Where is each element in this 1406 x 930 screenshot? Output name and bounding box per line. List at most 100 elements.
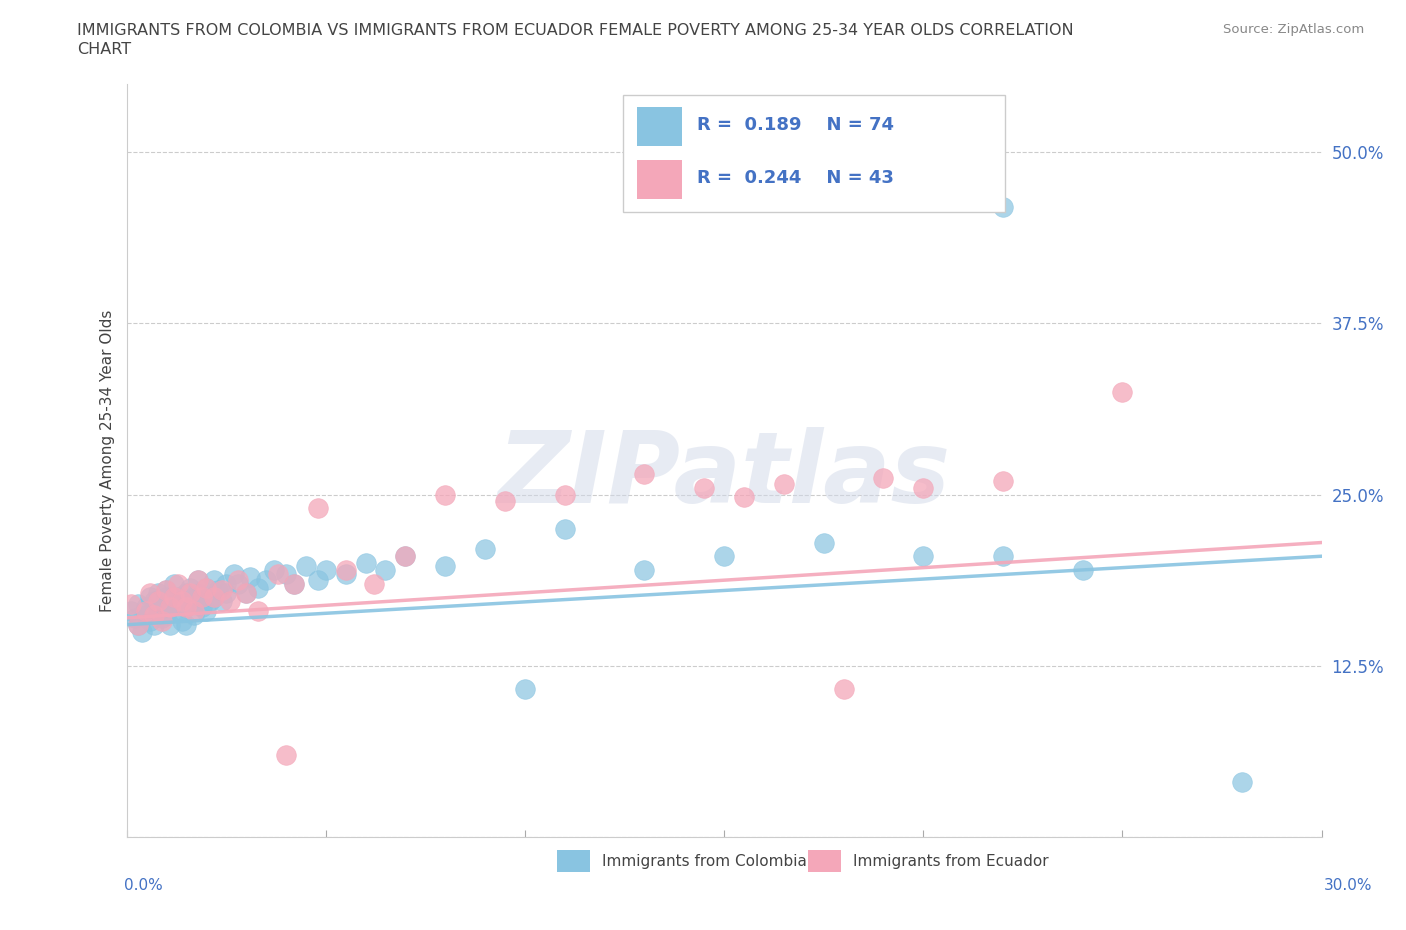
Point: [195, 580, 218, 595]
Point: [912, 549, 935, 564]
Point: [226, 577, 249, 591]
Point: [335, 563, 357, 578]
Point: [124, 610, 146, 625]
Text: Immigrants from Ecuador: Immigrants from Ecuador: [853, 854, 1049, 869]
Point: [139, 590, 162, 604]
Text: R =  0.189    N = 74: R = 0.189 N = 74: [696, 116, 894, 134]
Point: [172, 594, 194, 609]
Point: [1071, 563, 1094, 578]
Point: [167, 604, 190, 618]
Point: [183, 604, 205, 618]
Point: [219, 594, 242, 609]
Point: [191, 600, 214, 615]
Point: [155, 590, 177, 604]
Point: [195, 604, 218, 618]
Text: Source: ZipAtlas.com: Source: ZipAtlas.com: [1223, 23, 1364, 36]
FancyBboxPatch shape: [807, 850, 841, 872]
Text: Immigrants from Colombia: Immigrants from Colombia: [602, 854, 807, 869]
Point: [127, 597, 149, 612]
Point: [434, 558, 457, 573]
Point: [159, 600, 181, 615]
Point: [211, 583, 233, 598]
Point: [832, 682, 855, 697]
Point: [163, 590, 186, 604]
Point: [155, 607, 177, 622]
Point: [247, 580, 270, 595]
Point: [155, 583, 177, 598]
Point: [139, 586, 162, 601]
Point: [195, 580, 218, 595]
Point: [135, 607, 157, 622]
Point: [733, 490, 755, 505]
Point: [163, 597, 186, 612]
Point: [267, 566, 290, 581]
Point: [187, 572, 209, 587]
Point: [183, 607, 205, 622]
Text: CHART: CHART: [77, 42, 131, 57]
Point: [172, 594, 194, 609]
Point: [274, 566, 297, 581]
FancyBboxPatch shape: [557, 850, 591, 872]
Point: [167, 577, 190, 591]
Point: [513, 682, 536, 697]
Point: [172, 613, 194, 628]
Point: [394, 549, 416, 564]
Point: [283, 577, 305, 591]
Point: [131, 624, 153, 639]
Point: [354, 555, 377, 570]
Point: [167, 590, 190, 604]
Point: [187, 572, 209, 587]
Point: [155, 583, 177, 598]
FancyBboxPatch shape: [623, 95, 1005, 212]
Point: [1230, 775, 1253, 790]
Point: [222, 566, 246, 581]
Point: [554, 487, 576, 502]
Point: [307, 501, 329, 516]
Point: [239, 569, 262, 584]
Point: [202, 572, 225, 587]
Point: [494, 494, 516, 509]
Point: [363, 577, 385, 591]
Point: [254, 572, 277, 587]
Point: [148, 604, 170, 618]
FancyBboxPatch shape: [637, 160, 682, 199]
Point: [633, 467, 655, 482]
Point: [235, 586, 257, 601]
Text: R =  0.244    N = 43: R = 0.244 N = 43: [696, 169, 893, 187]
Point: [872, 471, 894, 485]
Point: [148, 594, 170, 609]
Point: [163, 577, 186, 591]
Point: [394, 549, 416, 564]
Point: [247, 604, 270, 618]
Point: [150, 600, 174, 615]
Text: 30.0%: 30.0%: [1324, 879, 1372, 894]
Point: [179, 594, 201, 609]
Point: [139, 613, 162, 628]
Point: [226, 572, 249, 587]
Point: [135, 600, 157, 615]
Point: [174, 600, 197, 615]
Point: [813, 535, 835, 550]
Point: [120, 597, 142, 612]
Point: [307, 572, 329, 587]
Point: [374, 563, 396, 578]
Point: [263, 563, 285, 578]
Point: [207, 583, 229, 598]
Point: [179, 580, 201, 595]
Point: [633, 563, 655, 578]
Point: [202, 590, 225, 604]
Point: [554, 522, 576, 537]
Point: [148, 586, 170, 601]
Point: [991, 200, 1014, 215]
Point: [274, 748, 297, 763]
Point: [191, 590, 214, 604]
Point: [174, 600, 197, 615]
Point: [127, 618, 149, 632]
Text: IMMIGRANTS FROM COLOMBIA VS IMMIGRANTS FROM ECUADOR FEMALE POVERTY AMONG 25-34 Y: IMMIGRANTS FROM COLOMBIA VS IMMIGRANTS F…: [77, 23, 1074, 38]
Point: [283, 577, 305, 591]
Point: [235, 586, 257, 601]
Point: [187, 586, 209, 601]
Y-axis label: Female Poverty Among 25-34 Year Olds: Female Poverty Among 25-34 Year Olds: [100, 309, 115, 612]
Point: [912, 480, 935, 495]
Point: [159, 600, 181, 615]
